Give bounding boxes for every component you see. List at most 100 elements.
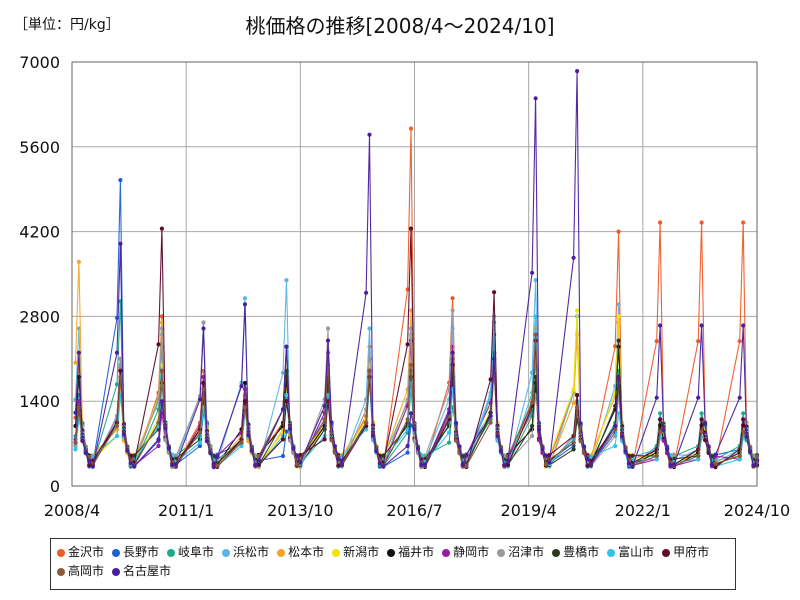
data-point <box>253 463 258 468</box>
data-point <box>505 458 510 463</box>
legend-swatch <box>222 548 231 557</box>
data-point <box>284 429 289 434</box>
data-point <box>325 326 331 331</box>
data-point <box>658 411 663 416</box>
legend-label: 静岡市 <box>453 545 490 559</box>
y-tick-label: 0 <box>50 477 60 496</box>
data-point <box>744 434 749 439</box>
legend-swatch <box>552 548 561 557</box>
legend-item: 豊橋市 <box>552 543 599 562</box>
data-point <box>76 350 81 355</box>
data-point <box>367 344 372 349</box>
data-point <box>658 220 663 225</box>
data-point <box>699 411 704 416</box>
data-point <box>616 302 621 307</box>
data-point <box>204 439 209 444</box>
legend-item: 松本市 <box>277 543 324 562</box>
data-point <box>492 356 497 361</box>
data-point <box>408 126 414 131</box>
data-point <box>408 326 414 331</box>
data-point <box>613 443 618 449</box>
data-point <box>408 411 414 416</box>
data-point <box>575 393 580 398</box>
series-line <box>74 128 758 469</box>
data-point <box>654 457 659 462</box>
x-tick-label: 2016/7 <box>386 501 442 520</box>
data-point <box>498 449 504 454</box>
data-point <box>325 399 331 404</box>
data-point <box>661 427 666 433</box>
legend-swatch <box>112 567 121 576</box>
data-point <box>118 356 123 361</box>
legend-swatch <box>607 548 616 557</box>
data-point <box>588 454 594 459</box>
data-point <box>450 308 455 313</box>
series-名古屋市 <box>73 69 760 470</box>
data-point <box>658 429 663 434</box>
data-point <box>741 417 746 422</box>
data-point <box>578 421 583 426</box>
data-point <box>114 423 120 429</box>
data-point <box>613 423 618 429</box>
data-point <box>201 387 206 392</box>
data-point <box>242 399 248 404</box>
data-point <box>699 323 704 328</box>
legend-item: 岐阜市 <box>167 543 214 562</box>
data-point <box>76 405 81 410</box>
data-point <box>713 461 718 466</box>
legend-swatch <box>387 548 396 557</box>
data-point <box>121 432 126 437</box>
y-tick-label: 2800 <box>19 307 60 326</box>
legend-item: 高岡市 <box>57 562 104 581</box>
data-point <box>405 417 410 422</box>
data-point <box>118 374 123 380</box>
data-point <box>125 448 130 453</box>
legend-swatch <box>442 548 451 557</box>
data-point <box>374 449 379 454</box>
data-point <box>329 438 334 443</box>
data-point <box>211 465 216 470</box>
data-point <box>412 427 417 432</box>
x-tick-label: 2013/10 <box>267 501 333 520</box>
legend-swatch <box>112 548 121 557</box>
legend-swatch <box>167 548 176 557</box>
data-point <box>173 462 178 467</box>
data-point <box>294 453 299 458</box>
data-point <box>748 449 753 454</box>
data-point <box>530 400 535 405</box>
data-point <box>450 350 455 355</box>
data-point <box>571 447 576 452</box>
data-point <box>114 350 120 355</box>
data-point <box>239 443 244 449</box>
x-tick-label: 2022/1 <box>615 501 671 520</box>
unit-label: ［単位：円/kg］ <box>14 17 120 33</box>
data-point <box>76 259 81 264</box>
data-point <box>626 461 632 466</box>
data-point <box>533 278 538 283</box>
series-金沢市 <box>73 126 760 469</box>
axis-layer: 0 1400 2800 4200 5600 7000 2008/4 2011/1 2013/10… <box>19 53 790 520</box>
data-point <box>460 462 465 467</box>
data-point <box>367 368 372 373</box>
data-point <box>156 437 161 442</box>
data-point <box>405 427 410 432</box>
legend-item: 富山市 <box>607 543 654 562</box>
legend-label: 浜松市 <box>233 545 270 559</box>
data-point <box>159 320 164 325</box>
data-point <box>571 255 576 260</box>
data-point <box>215 463 220 468</box>
data-point <box>709 462 715 468</box>
data-point <box>741 411 746 416</box>
data-point <box>588 462 594 467</box>
data-point <box>287 426 293 431</box>
x-tick-label: 2008/4 <box>44 501 100 520</box>
data-point <box>447 440 452 445</box>
data-point <box>737 453 742 459</box>
data-point <box>256 458 261 463</box>
data-point <box>367 132 372 137</box>
data-point <box>613 344 618 349</box>
legend-label: 高岡市 <box>68 564 105 578</box>
legend-label: 松本市 <box>288 545 325 559</box>
data-point <box>464 452 469 457</box>
data-point <box>239 384 244 389</box>
